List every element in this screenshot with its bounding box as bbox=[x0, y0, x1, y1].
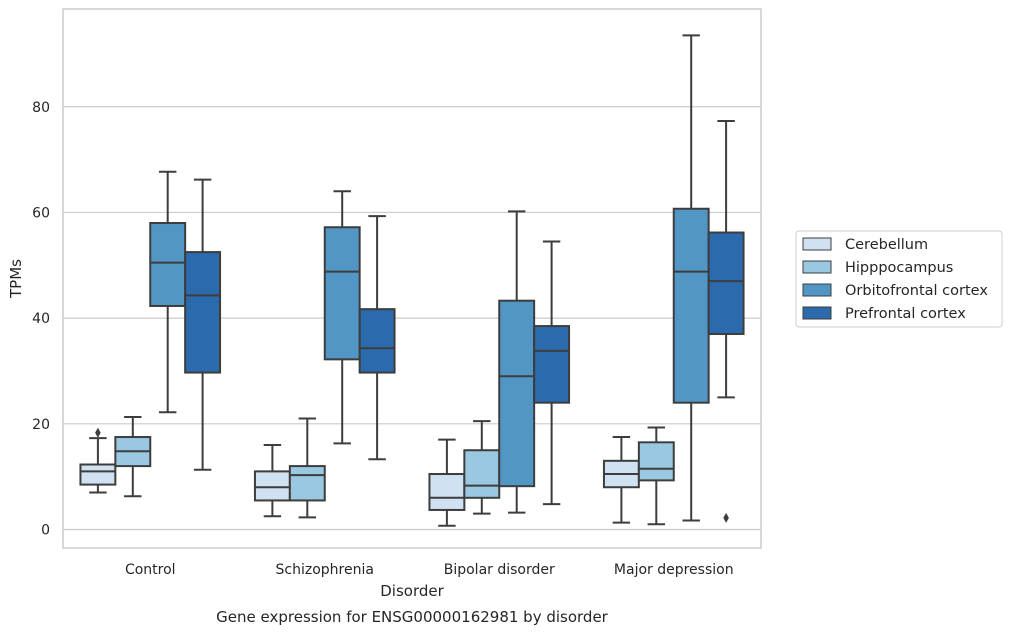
x-tick-labels: Control Schizophrenia Bipolar disorder Majo… bbox=[125, 562, 734, 578]
y-tick-labels: 0 20 40 60 80 bbox=[32, 100, 50, 539]
iqr-box bbox=[672, 207, 710, 404]
legend-swatch bbox=[802, 306, 832, 320]
outlier-point bbox=[723, 512, 729, 523]
legend-frame bbox=[795, 230, 1003, 328]
x-tick-label: Schizophrenia bbox=[276, 562, 374, 578]
legend-label: Cerebellum bbox=[845, 237, 928, 253]
legend-swatch bbox=[802, 260, 832, 274]
box-series bbox=[79, 34, 745, 527]
iqr-box bbox=[707, 231, 745, 335]
iqr-box bbox=[184, 251, 222, 374]
box-prefrontal-cortex bbox=[533, 240, 571, 506]
legend: Cerebellum Hipppocampus Orbitofrontal cort… bbox=[795, 230, 1003, 328]
box-cerebellum bbox=[253, 443, 291, 518]
outlier-point bbox=[95, 427, 101, 438]
iqr-box bbox=[79, 463, 117, 486]
box-orbitofrontal-cortex bbox=[323, 190, 361, 445]
y-tick-label: 20 bbox=[32, 417, 50, 433]
legend-label: Prefrontal cortex bbox=[845, 306, 966, 322]
iqr-box bbox=[463, 449, 501, 499]
box-orbitofrontal-cortex bbox=[149, 170, 187, 414]
y-axis-label: TPMs bbox=[7, 259, 25, 299]
grid-lines bbox=[63, 106, 761, 531]
x-tick-label: Bipolar disorder bbox=[444, 562, 555, 578]
y-tick-label: 60 bbox=[32, 205, 50, 221]
x-tick-label: Major depression bbox=[614, 562, 734, 578]
box-cerebellum bbox=[428, 438, 466, 527]
box-orbitofrontal-cortex bbox=[672, 34, 710, 522]
iqr-box bbox=[428, 473, 466, 511]
box-prefrontal-cortex bbox=[707, 120, 745, 523]
iqr-box bbox=[637, 441, 675, 482]
box-hipppocampus bbox=[288, 417, 326, 519]
plot-frame bbox=[62, 8, 762, 549]
box-cerebellum bbox=[79, 427, 117, 494]
box-prefrontal-cortex bbox=[184, 178, 222, 471]
iqr-box bbox=[149, 222, 187, 307]
box-prefrontal-cortex bbox=[358, 215, 396, 461]
box-hipppocampus bbox=[114, 415, 152, 498]
iqr-box bbox=[288, 465, 326, 502]
legend-swatch bbox=[802, 283, 832, 297]
x-tick-label: Control bbox=[125, 562, 176, 578]
legend-label: Hipppocampus bbox=[845, 260, 953, 276]
iqr-box bbox=[253, 470, 291, 502]
iqr-box bbox=[323, 226, 361, 361]
iqr-box bbox=[498, 299, 536, 488]
box-hipppocampus bbox=[463, 420, 501, 515]
x-axis-label: Disorder bbox=[380, 582, 444, 600]
legend-swatch bbox=[802, 237, 832, 251]
y-tick-label: 40 bbox=[32, 311, 50, 327]
chart-title: Gene expression for ENSG00000162981 by d… bbox=[216, 608, 609, 626]
iqr-box bbox=[533, 325, 571, 404]
iqr-box bbox=[358, 308, 396, 374]
legend-label: Orbitofrontal cortex bbox=[845, 283, 988, 299]
y-tick-label: 0 bbox=[41, 523, 50, 539]
y-tick-label: 80 bbox=[32, 100, 50, 116]
box-cerebellum bbox=[602, 436, 640, 524]
box-orbitofrontal-cortex bbox=[498, 210, 536, 514]
box-hipppocampus bbox=[637, 426, 675, 526]
